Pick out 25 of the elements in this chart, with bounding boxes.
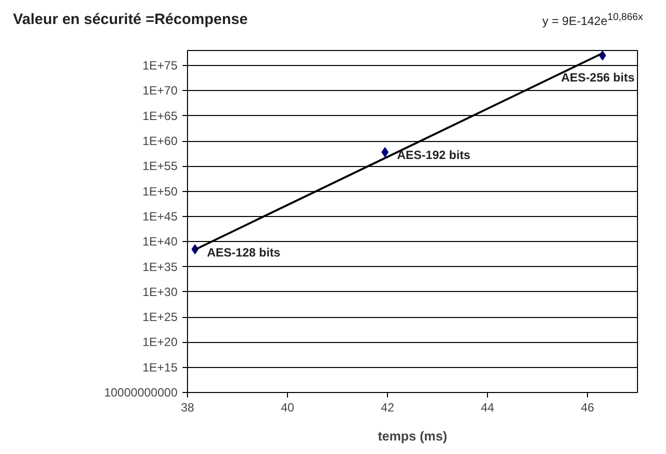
y-tick-label: 1E+20 bbox=[142, 335, 178, 350]
y-tick-label: 1E+25 bbox=[142, 310, 178, 324]
y-tick-label: 1E+75 bbox=[142, 58, 178, 73]
y-tick-label: 1E+15 bbox=[142, 360, 178, 374]
y-tick-label: 1E+65 bbox=[142, 108, 178, 123]
x-tick-label: 40 bbox=[280, 400, 294, 414]
y-tick-label: 1E+60 bbox=[142, 134, 178, 148]
y-tick-label: 1E+40 bbox=[142, 234, 178, 249]
chart-title: Valeur en sécurité =Récompense bbox=[13, 10, 248, 30]
x-tick-label: 42 bbox=[380, 400, 394, 414]
y-tick-label: 10000000000 bbox=[104, 386, 178, 400]
x-tick-label: 44 bbox=[480, 400, 494, 414]
annotation: AES-192 bits bbox=[397, 148, 471, 162]
y-tick-label: 1E+35 bbox=[142, 260, 178, 274]
annotation: AES-256 bits bbox=[561, 70, 635, 85]
x-tick-label: 38 bbox=[180, 400, 194, 414]
annotation: AES-128 bits bbox=[207, 245, 281, 260]
text: y = 9E-142e$^{10,866x}$ bbox=[542, 11, 643, 30]
y-tick-label: 1E+30 bbox=[142, 284, 178, 299]
x-tick-label: 46 bbox=[580, 400, 594, 414]
y-tick-label: 1E+50 bbox=[142, 184, 178, 198]
y-tick-label: 1E+70 bbox=[142, 84, 178, 98]
y-tick-label: 1E+45 bbox=[142, 209, 178, 224]
x-axis-title: temps (ms) bbox=[378, 428, 448, 444]
y-tick-label: 1E+55 bbox=[142, 159, 178, 174]
